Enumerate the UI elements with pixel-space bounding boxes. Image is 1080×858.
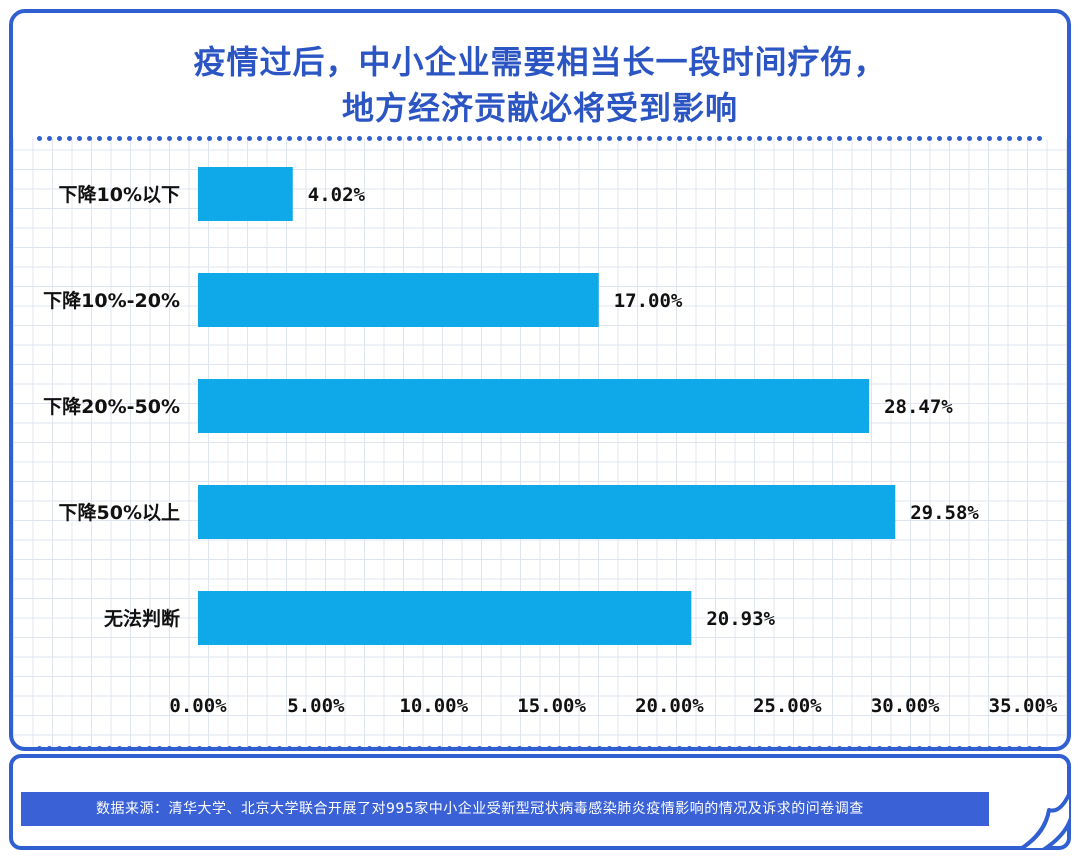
- value-label: 20.93%: [706, 608, 775, 630]
- category-label: 下降10%-20%: [43, 289, 180, 312]
- page-curl-icon: [1017, 790, 1071, 850]
- top-dotted-divider: [37, 136, 1043, 141]
- bar: [198, 273, 599, 327]
- x-tick-label: 15.00%: [517, 695, 586, 717]
- x-tick-label: 30.00%: [871, 695, 940, 717]
- title-band: 疫情过后，中小企业需要相当长一段时间疗伤， 地方经济贡献必将受到影响: [13, 13, 1067, 139]
- category-label: 下降10%以下: [59, 183, 180, 206]
- x-tick-label: 5.00%: [287, 695, 345, 717]
- bar: [198, 379, 870, 433]
- bar-chart: 下降10%以下 4.02% 下降10%-20% 17.00% 下降20%-50% 28.4…: [43, 167, 1058, 717]
- x-tick-label: 35.00%: [989, 695, 1058, 717]
- x-tick-label: 0.00%: [169, 695, 227, 717]
- source-note: 数据来源：清华大学、北京大学联合开展了对995家中小企业受新型冠状病毒感染肺炎疫…: [21, 792, 989, 826]
- title-line-2: 地方经济贡献必将受到影响: [341, 89, 738, 127]
- bottom-dotted-divider: [37, 746, 1043, 747]
- category-label: 下降50%以上: [59, 501, 180, 524]
- chart-title: 疫情过后，中小企业需要相当长一段时间疗伤， 地方经济贡献必将受到影响: [13, 39, 1067, 131]
- bar: [198, 485, 896, 539]
- value-label: 28.47%: [884, 396, 953, 418]
- value-label: 17.00%: [614, 290, 683, 312]
- x-tick-label: 25.00%: [753, 695, 822, 717]
- value-label: 4.02%: [308, 184, 366, 206]
- x-tick-label: 20.00%: [635, 695, 704, 717]
- category-label: 无法判断: [104, 607, 180, 630]
- value-label: 29.58%: [910, 502, 979, 524]
- category-label: 下降20%-50%: [43, 395, 180, 418]
- footer-box: 数据来源：清华大学、北京大学联合开展了对995家中小企业受新型冠状病毒感染肺炎疫…: [9, 754, 1071, 850]
- bar: [198, 591, 692, 645]
- title-line-1: 疫情过后，中小企业需要相当长一段时间疗伤，: [193, 43, 887, 81]
- x-tick-label: 10.00%: [399, 695, 468, 717]
- bar: [198, 167, 293, 221]
